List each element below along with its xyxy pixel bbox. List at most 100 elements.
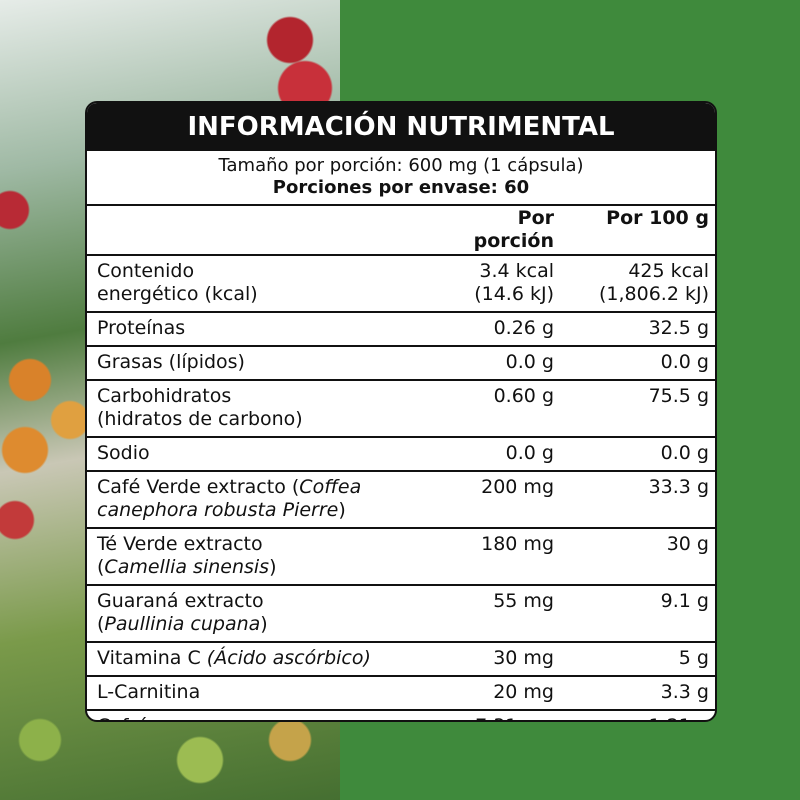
value-line: 200 mg [481,476,554,498]
name-line: L-Carnitina [97,681,437,704]
value-cell: 30 mg [437,647,554,670]
name-line: canephora robusta Pierre) [97,499,437,522]
name-segment: L-Carnitina [97,681,201,703]
name-line: Guaraná extracto [97,590,437,613]
value-line: 0.0 g [505,351,554,373]
name-segment: ) [338,499,346,521]
value-line: 0.0 g [660,351,709,373]
value-cell: 33.3 g [554,476,709,522]
value-line: 1.21 g [554,715,709,720]
name-segment: ) [269,556,277,578]
value-cell: 0.0 g [437,442,554,465]
name-segment: canephora robusta Pierre [97,499,339,521]
value-cell: 0.26 g [437,317,554,340]
nutrient-row: Contenido energético (kcal) 3.4 kcal (14.6 … [87,254,715,311]
name-segment: ( [97,613,105,635]
nutrient-row: Sodio 0.0 g 0.0 g [87,436,715,470]
servings: Porciones por envase: 60 [272,177,530,198]
value-cell: 1.21 g [554,715,709,720]
value-cell: 20 mg [437,681,554,704]
nutrient-row: Proteínas 0.26 g 32.5 g [87,311,715,345]
nutrient-row: Té Verde extracto (Camellia sinensis) 180 … [87,527,715,584]
name-line: Vitamina C (Ácido ascórbico) [97,647,437,670]
nutrient-row: Grasas (lípidos) 0.0 g 0.0 g [87,345,715,379]
value-cell: 0.0 g [554,351,709,374]
value-cell: 30 g [554,533,709,579]
value-line: 30 mg [493,647,554,669]
value-line: 7.31 mg [437,715,554,720]
value-cell: 55 mg [437,590,554,636]
title: INFORMACIÓN NUTRIMENTAL [87,103,715,151]
nutrient-row: Guaraná extracto (Paullinia cupana) 55 mg 9… [87,584,715,641]
column-header-row: Por porción Por 100 g [87,204,715,254]
nutrient-name: Grasas (lípidos) [97,351,437,374]
name-line: energético (kcal) [97,283,437,306]
nutrient-name: Carbohidratos (hidratos de carbono) [97,385,437,431]
value-line: 20 mg [493,681,554,703]
value-cell: 425 kcal (1,806.2 kJ) [554,260,709,306]
nutrient-name: Té Verde extracto (Camellia sinensis) [97,533,437,579]
value-cell: 200 mg [437,476,554,522]
nutrient-name: Proteínas [97,317,437,340]
value-line: 425 kcal [628,260,709,282]
value-line: 180 mg [481,533,554,555]
name-line: (Camellia sinensis) [97,556,437,579]
name-line: Cafeína [97,715,437,720]
value-cell: 75.5 g [554,385,709,431]
value-line: 55 mg [493,590,554,612]
name-segment: Carbohidratos [97,385,232,407]
name-segment: (hidratos de carbono) [97,408,303,430]
value-line: 3.3 g [660,681,709,703]
value-line: 0.60 g [493,385,554,407]
name-line: Contenido [97,260,437,283]
name-segment: Té Verde extracto [97,533,263,555]
value-cell: 5 g [554,647,709,670]
name-line: Sodio [97,442,437,465]
name-line: Café Verde extracto (Coffea [97,476,437,499]
value-line: 0.0 g [505,442,554,464]
value-cell: 32.5 g [554,317,709,340]
name-segment: Guaraná extracto [97,590,264,612]
name-segment: energético (kcal) [97,283,258,305]
name-segment: Coffea [299,476,362,498]
nutrient-row: Carbohidratos (hidratos de carbono) 0.60 g… [87,379,715,436]
value-line: (14.6 kJ) [474,283,554,305]
serving-size: Tamaño por porción: 600 mg (1 cápsula) [218,155,584,176]
column-header: Por 100 g [606,207,709,229]
value-cell: 3.4 kcal (14.6 kJ) [437,260,554,306]
nutrient-name: L-Carnitina [97,681,437,704]
nutrient-row: Vitamina C (Ácido ascórbico) 30 mg 5 g [87,641,715,675]
nutrient-name: Cafeína [97,715,437,720]
value-line: 75.5 g [648,385,709,407]
nutrient-row: Café Verde extracto (Coffea canephora rob… [87,470,715,527]
name-segment: Paullinia cupana [104,613,261,635]
name-segment: Proteínas [97,317,186,339]
value-cell: 180 mg [437,533,554,579]
name-segment: Camellia sinensis [104,556,270,578]
name-segment: ( [97,556,105,578]
value-cell: 0.0 g [554,442,709,465]
name-segment: Grasas (lípidos) [97,351,245,373]
name-segment: Sodio [97,442,150,464]
nutrient-name: Sodio [97,442,437,465]
column-header: Por porción [473,207,554,252]
value-line: 5 g [678,647,709,669]
value-cell: 3.3 g [554,681,709,704]
value-line: 9.1 g [660,590,709,612]
name-line: Proteínas [97,317,437,340]
value-line: (1,806.2 kJ) [599,283,709,305]
name-line: Grasas (lípidos) [97,351,437,374]
nutrition-card: INFORMACIÓN NUTRIMENTAL Tamaño por porci… [85,101,717,722]
value-cell: 7.31 mg [437,715,554,720]
value-line: 0.0 g [660,442,709,464]
nutrient-row: Cafeína 7.31 mg1.21 g [87,709,715,720]
name-segment: Café Verde extracto ( [97,476,300,498]
nutrient-name: Guaraná extracto (Paullinia cupana) [97,590,437,636]
name-line: Té Verde extracto [97,533,437,556]
name-line: (Paullinia cupana) [97,613,437,636]
value-line: 30 g [666,533,709,555]
rows: Contenido energético (kcal) 3.4 kcal (14.6 … [87,254,715,720]
name-segment: Contenido [97,260,195,282]
value-cell: 0.0 g [437,351,554,374]
